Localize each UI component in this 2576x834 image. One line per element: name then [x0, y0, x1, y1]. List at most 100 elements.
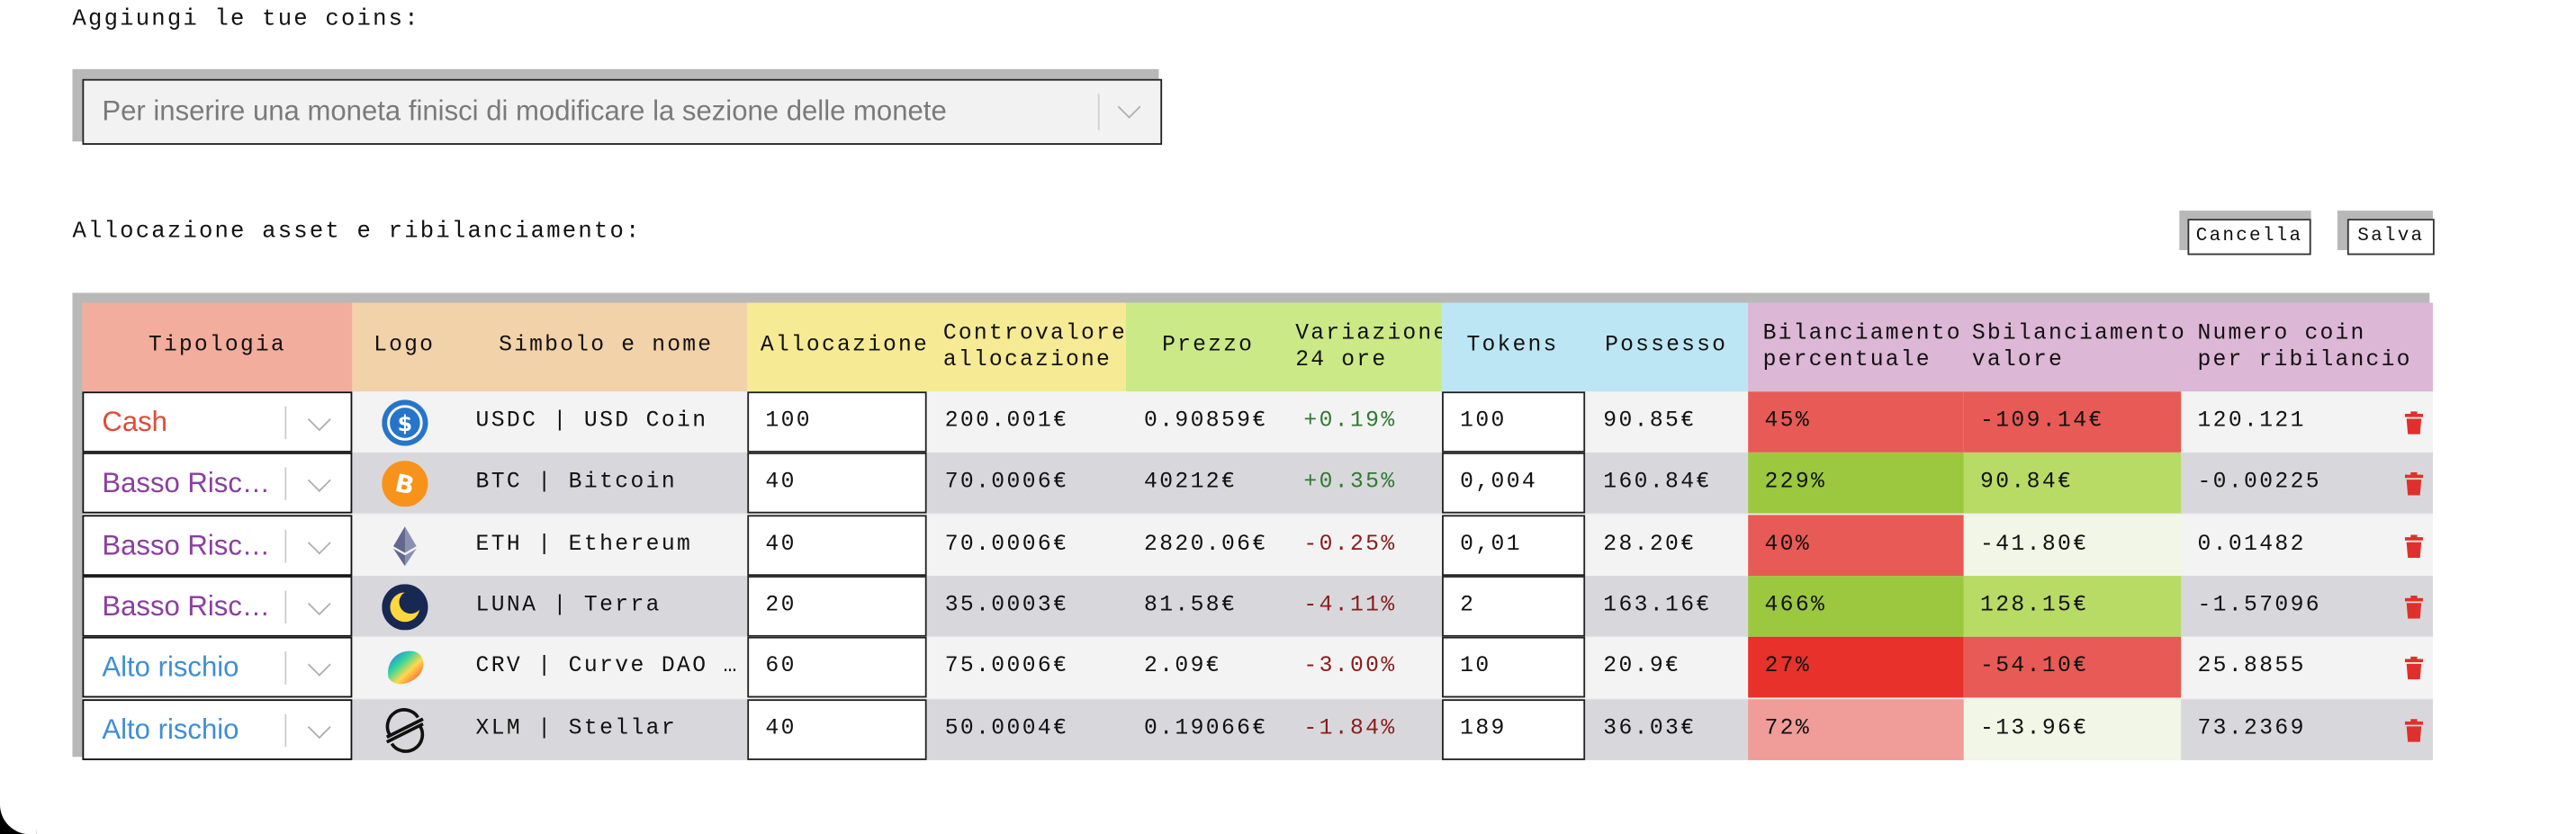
header-coins: Numero coin per ribilancio	[2197, 322, 2411, 373]
header-unbalance: Sbilanciamento valore	[1972, 322, 2186, 373]
usdc-logo-icon: $	[382, 399, 428, 446]
header-balance-pct: Bilanciamento percentuale	[1763, 322, 1962, 373]
table-row: Alto rischio CRV | Curve DAO … 60 75.0006€ 2…	[82, 637, 2433, 698]
select-divider	[1097, 94, 1100, 130]
price: 40212€	[1144, 471, 1238, 497]
chevron-down-icon[interactable]	[307, 714, 331, 739]
bitcoin-logo-icon: B	[382, 461, 428, 507]
type-select-value: Basso Risc…	[102, 529, 270, 560]
add-coins-label: Aggiungi le tue coins:	[72, 6, 420, 33]
select-divider	[284, 651, 287, 686]
allocation-input[interactable]: 40	[747, 514, 927, 576]
trash-icon[interactable]	[2404, 718, 2423, 741]
chevron-down-icon[interactable]	[307, 408, 331, 432]
type-select[interactable]: Alto rischio	[82, 698, 353, 759]
holding: 36.03€	[1603, 716, 1697, 741]
countervalue: 75.0006€	[944, 655, 1069, 680]
allocation-input[interactable]: 100	[747, 391, 927, 453]
coins-to-rebalance: 25.8855	[2197, 655, 2306, 680]
holding: 163.16€	[1603, 593, 1712, 619]
countervalue: 50.0004€	[944, 716, 1069, 741]
unbalance-value: -13.96€	[1963, 698, 2182, 759]
trash-icon[interactable]	[2404, 595, 2423, 619]
type-select-value: Basso Risc…	[102, 467, 270, 499]
symbol-name: BTC | Bitcoin	[475, 471, 678, 497]
header-price: Prezzo	[1162, 334, 1255, 360]
header-balance-pct-line2: percentuale	[1762, 347, 1932, 373]
coins-to-rebalance: 73.2369	[2197, 716, 2306, 741]
stellar-logo-icon	[382, 706, 428, 752]
allocation-input[interactable]: 20	[747, 575, 927, 637]
coins-to-rebalance: 120.121	[2197, 409, 2306, 435]
trash-icon[interactable]	[2404, 657, 2423, 680]
holding: 20.9€	[1603, 655, 1681, 680]
chevron-down-icon[interactable]	[1117, 94, 1141, 119]
header-variation-line1: Variazione	[1295, 322, 1449, 347]
allocation-table: Tipologia Logo Simbolo e nome Allocazion…	[82, 302, 2433, 760]
allocation-input[interactable]: 60	[747, 637, 927, 698]
chevron-down-icon[interactable]	[307, 530, 331, 554]
chevron-down-icon[interactable]	[307, 653, 331, 677]
trash-icon[interactable]	[2404, 472, 2423, 497]
balance-pct: 466%	[1748, 575, 1964, 637]
save-button[interactable]: Salva	[2346, 219, 2435, 256]
countervalue: 70.0006€	[944, 532, 1069, 558]
allocation-input[interactable]: 40	[747, 453, 927, 515]
coin-select-placeholder: Per inserire una moneta finisci di modif…	[102, 95, 947, 127]
table-row: Basso Risc… LUNA | Terra 20 35.0003€ 81.58€ -…	[82, 575, 2433, 637]
variation-24h: -3.00%	[1303, 655, 1397, 680]
balance-pct: 229%	[1748, 453, 1964, 515]
select-divider	[284, 467, 287, 501]
balance-pct: 27%	[1748, 637, 1964, 698]
type-select[interactable]: Basso Risc…	[82, 575, 353, 637]
tokens-input[interactable]: 189	[1442, 698, 1586, 759]
trash-icon[interactable]	[2404, 534, 2423, 558]
header-tipologia: Tipologia	[82, 302, 353, 392]
header-allocation-group: Allocazione Controvalore allocazione	[747, 302, 1127, 392]
tokens-input[interactable]: 10	[1442, 637, 1586, 698]
chevron-down-icon[interactable]	[307, 469, 331, 493]
holding: 28.20€	[1603, 532, 1697, 558]
curve-logo-icon	[382, 645, 428, 691]
variation-24h: -0.25%	[1303, 532, 1397, 558]
allocation-input[interactable]: 40	[747, 698, 927, 759]
table-row: Alto rischio XLM | Stellar 40 50.0004€ 0.190…	[82, 698, 2433, 759]
header-coins-line2: per ribilancio	[2197, 347, 2412, 373]
balance-pct: 40%	[1748, 514, 1964, 576]
price: 0.19066€	[1144, 716, 1268, 741]
countervalue: 70.0006€	[944, 471, 1069, 497]
type-select-value: Basso Risc…	[102, 590, 270, 623]
type-select-value: Alto rischio	[102, 651, 239, 684]
table-row: Cash $ USDC | USD Coin 100 200.001€ 0.90859€ +…	[82, 391, 2433, 453]
countervalue: 200.001€	[944, 409, 1069, 435]
header-unbalance-line1: Sbilanciamento	[1971, 322, 2187, 347]
chevron-down-icon[interactable]	[307, 592, 331, 615]
type-select[interactable]: Basso Risc…	[82, 453, 353, 515]
header-countervalue-line2: allocazione	[942, 347, 1112, 373]
type-select[interactable]: Basso Risc…	[82, 514, 353, 576]
header-symbol: Simbolo e nome	[499, 334, 714, 360]
price: 0.90859€	[1144, 409, 1268, 435]
tokens-input[interactable]: 100	[1442, 391, 1586, 453]
coin-select[interactable]: Per inserire una moneta finisci di modif…	[82, 78, 1163, 145]
cancel-button[interactable]: Cancella	[2187, 219, 2311, 256]
type-select[interactable]: Cash	[82, 391, 353, 453]
header-balance-pct-line1: Bilanciamento	[1762, 322, 1962, 347]
tokens-input[interactable]: 2	[1442, 575, 1586, 637]
header-logo: Logo	[374, 334, 436, 360]
header-countervalue: Controvalore allocazione	[943, 322, 1127, 373]
variation-24h: -4.11%	[1303, 593, 1397, 619]
header-variation-line2: 24 ore	[1295, 347, 1388, 373]
holding: 90.85€	[1603, 409, 1697, 435]
type-select[interactable]: Alto rischio	[82, 637, 353, 698]
header-coins-line1: Numero coin	[2197, 322, 2366, 347]
unbalance-value: -109.14€	[1963, 391, 2182, 453]
terra-luna-logo-icon	[382, 584, 428, 631]
trash-icon[interactable]	[2404, 411, 2423, 435]
header-countervalue-line1: Controvalore	[942, 322, 1128, 347]
tokens-input[interactable]: 0,01	[1442, 514, 1586, 576]
countervalue: 35.0003€	[944, 593, 1069, 619]
price: 2.09€	[1144, 655, 1221, 680]
header-rebalance-group: Bilanciamento percentuale Sbilanciamento…	[1748, 302, 2433, 392]
tokens-input[interactable]: 0,004	[1442, 453, 1586, 515]
